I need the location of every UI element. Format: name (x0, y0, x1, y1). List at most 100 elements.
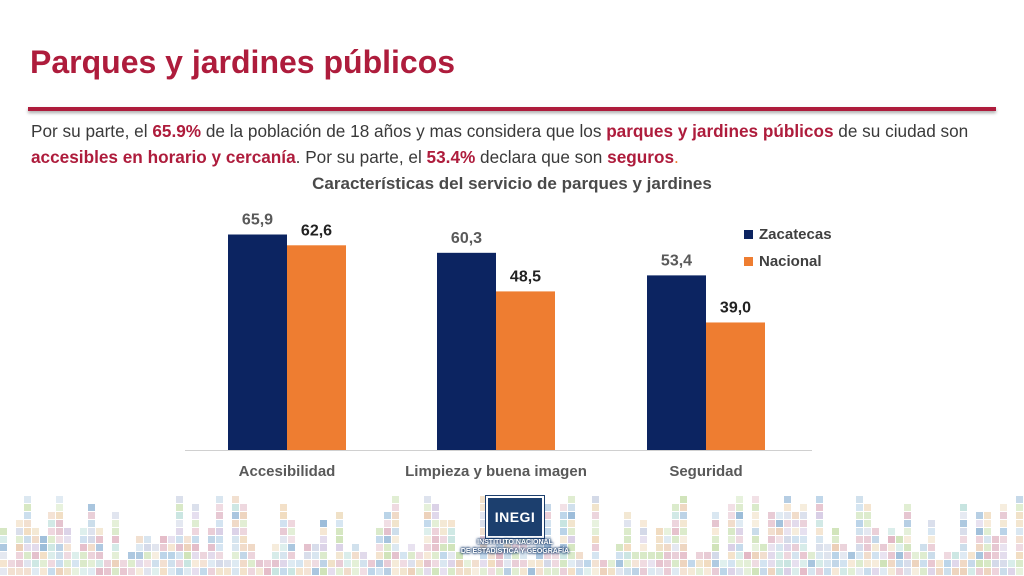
mosaic-tile (304, 568, 311, 575)
mosaic-tile (16, 544, 23, 551)
mosaic-tile (816, 496, 823, 503)
mosaic-tile (592, 512, 599, 519)
mosaic-tile (400, 568, 407, 575)
mosaic-tile (344, 552, 351, 559)
mosaic-tile (568, 520, 575, 527)
mosaic-tile (480, 536, 487, 543)
mosaic-tile (432, 520, 439, 527)
mosaic-tile (144, 552, 151, 559)
mosaic-tile (440, 568, 447, 575)
mosaic-tile (432, 560, 439, 567)
mosaic-tile (24, 536, 31, 543)
mosaic-tile (504, 560, 511, 567)
mosaic-tile (192, 504, 199, 511)
mosaic-tile (176, 528, 183, 535)
mosaic-tile (216, 544, 223, 551)
mosaic-tile (272, 568, 279, 575)
mosaic-tile (384, 512, 391, 519)
mosaic-tile (56, 520, 63, 527)
mosaic-tile (656, 528, 663, 535)
inegi-logo-line-2: DE ESTADÍSTICA Y GEOGRAFÍA (460, 548, 570, 555)
mosaic-tile (416, 552, 423, 559)
mosaic-tile (80, 560, 87, 567)
data-label-nacional-3: 39,0 (720, 299, 751, 316)
mosaic-tile (712, 512, 719, 519)
mosaic-tile (336, 568, 343, 575)
mosaic-tile (840, 560, 847, 567)
mosaic-tile (832, 568, 839, 575)
mosaic-tile (16, 536, 23, 543)
mosaic-tile (928, 528, 935, 535)
mosaic-tile (960, 560, 967, 567)
mosaic-tile (208, 544, 215, 551)
mosaic-tile (32, 536, 39, 543)
mosaic-tile (232, 544, 239, 551)
mosaic-tile (800, 528, 807, 535)
mosaic-tile (568, 544, 575, 551)
mosaic-tile (176, 560, 183, 567)
mosaic-tile (448, 520, 455, 527)
mosaic-tile (672, 568, 679, 575)
mosaic-tile (592, 568, 599, 575)
mosaic-tile (280, 568, 287, 575)
mosaic-tile (960, 528, 967, 535)
inegi-logo: INEGI INSTITUTO NACIONAL DE ESTADÍSTICA … (456, 496, 574, 574)
mosaic-tile (592, 552, 599, 559)
mosaic-tile (664, 568, 671, 575)
mosaic-tile (736, 528, 743, 535)
mosaic-tile (592, 528, 599, 535)
mosaic-tile (152, 552, 159, 559)
mosaic-tile (192, 544, 199, 551)
mosaic-tile (736, 512, 743, 519)
mosaic-tile (80, 536, 87, 543)
mosaic-tile (848, 568, 855, 575)
mosaic-tile (88, 544, 95, 551)
mosaic-tile (864, 568, 871, 575)
mosaic-tile (904, 560, 911, 567)
mosaic-tile (752, 568, 759, 575)
mosaic-tile (480, 512, 487, 519)
mosaic-tile (24, 496, 31, 503)
mosaic-tile (280, 504, 287, 511)
mosaic-tile (752, 544, 759, 551)
mosaic-tile (208, 568, 215, 575)
mosaic-tile (288, 536, 295, 543)
mosaic-tile (1016, 528, 1023, 535)
mosaic-tile (888, 560, 895, 567)
bar-nacional-2 (496, 291, 555, 450)
mosaic-tile (632, 560, 639, 567)
mosaic-tile (552, 560, 559, 567)
data-label-nacional-2: 48,5 (510, 268, 541, 285)
mosaic-tile (816, 512, 823, 519)
mosaic-tile (768, 536, 775, 543)
mosaic-tile (1000, 536, 1007, 543)
mosaic-tile (928, 536, 935, 543)
mosaic-tile (728, 560, 735, 567)
mosaic-tile (128, 568, 135, 575)
mosaic-tile (856, 528, 863, 535)
mosaic-tile (176, 520, 183, 527)
mosaic-tile (184, 552, 191, 559)
mosaic-tile (568, 528, 575, 535)
mosaic-tile (24, 504, 31, 511)
mosaic-tile (800, 568, 807, 575)
mosaic-tile (440, 544, 447, 551)
mosaic-tile (744, 560, 751, 567)
mosaic-tile (168, 552, 175, 559)
mosaic-tile (952, 568, 959, 575)
mosaic-tile (168, 560, 175, 567)
mosaic-tile (856, 520, 863, 527)
mosaic-tile (192, 512, 199, 519)
mosaic-tile (296, 560, 303, 567)
mosaic-tile (168, 544, 175, 551)
mosaic-tile (48, 568, 55, 575)
mosaic-tile (88, 568, 95, 575)
mosaic-tile (560, 520, 567, 527)
mosaic-tile (288, 568, 295, 575)
mosaic-tile (8, 568, 15, 575)
mosaic-tile (144, 536, 151, 543)
mosaic-tile (488, 568, 495, 575)
mosaic-tile (808, 560, 815, 567)
mosaic-tile (752, 552, 759, 559)
mosaic-tile (912, 568, 919, 575)
